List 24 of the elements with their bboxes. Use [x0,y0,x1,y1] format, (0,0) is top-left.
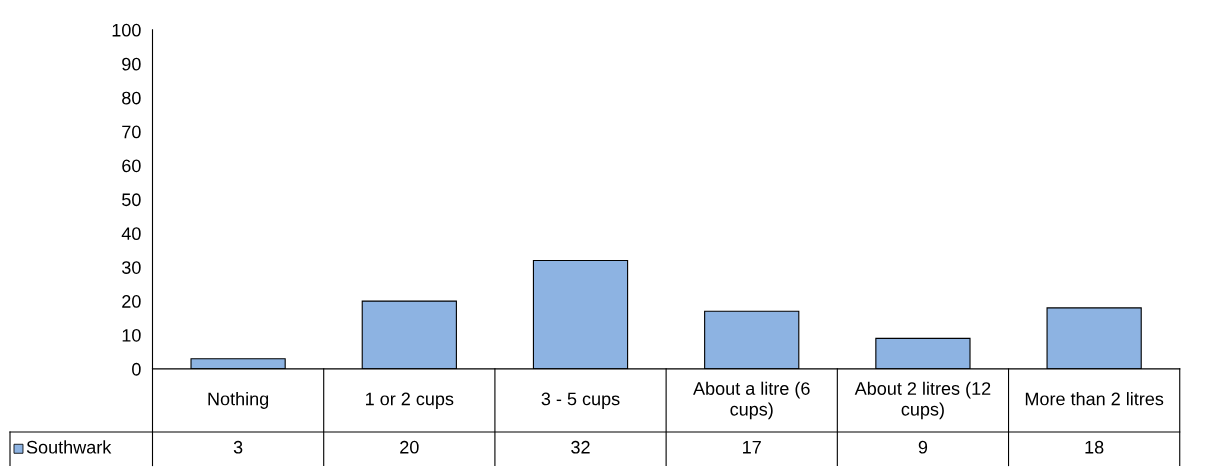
y-tick-label: 50 [122,193,141,207]
y-tick-label: 90 [122,57,141,71]
y-tick-label: 80 [122,91,141,105]
y-tick-label: 100 [112,23,141,37]
x-tick-label: About 2 litres (12 cups) [854,381,991,420]
y-tick-label: 30 [122,261,141,274]
data-label: 18 [1085,440,1104,454]
y-tick-label: 60 [122,159,141,173]
x-tick-label: 1 or 2 cups [366,392,454,409]
legend-label: Southwark [26,440,112,454]
y-tick-label: 0 [132,362,141,376]
y-tick-label: 10 [122,328,141,342]
x-tick-label: 3 - 5 cups [541,392,620,409]
y-tick-label: 70 [122,125,141,139]
x-tick-label: About a litre (6 cups) [693,381,810,420]
data-label: 20 [400,440,419,454]
x-tick-label: Nothing [208,392,269,409]
data-label: 17 [743,441,761,454]
data-label: 9 [918,440,928,454]
y-tick-label: 40 [121,227,141,241]
data-label: 32 [571,440,590,454]
data-label: 3 [233,440,243,454]
y-tick-label: 20 [122,295,141,308]
x-tick-label: More than 2 litres [1025,392,1164,406]
